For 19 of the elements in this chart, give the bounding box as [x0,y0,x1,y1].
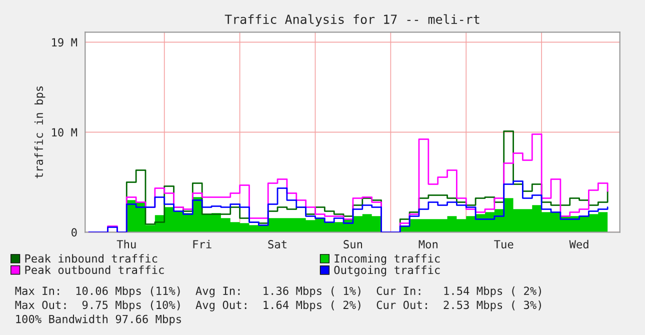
x-tick-label: Tue [494,240,514,248]
text: Max In: 10.06 Mbps (11%) Avg In: 1.36 Mbps ( 1%) Cur In: 1.54 Mbps ( 2%) [15,286,541,298]
x-tick-label: Sat [268,240,286,248]
legend-label: Peak outbound traffic [25,265,164,274]
text: Max Out: 9.75 Mbps (10%) Avg Out: 1.64 Mbps ( 2%) Cur Out: 2.53 Mbps ( 3%) [15,300,541,312]
x-tick-label: Wed [569,240,588,248]
y-axis-title: traffic in bps [34,86,46,178]
legend-label: Peak inbound traffic [25,254,158,263]
x-tick-label: Fri [193,240,212,248]
chart-title: Traffic Analysis for 17 -- meli-rt [224,14,480,26]
y-tick-label: 10 M [52,128,78,137]
y-tick-label: 19 M [52,38,78,47]
x-tick-label: Sun [344,240,362,248]
legend-label: Incoming traffic [334,254,440,265]
legend-label: Outgoing traffic [334,266,440,276]
y-tick-label: 0 [72,228,77,237]
x-tick-label: Mon [418,240,438,248]
text: 100% Bandwidth 97.66 Mbps [16,314,181,326]
x-tick-label: Thu [116,240,136,248]
